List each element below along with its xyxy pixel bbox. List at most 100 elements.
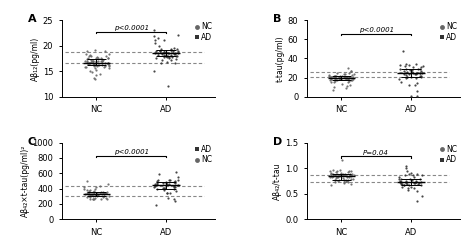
Point: [173, 54, 181, 58]
Point: [341, 172, 349, 176]
Point: [166, 191, 173, 195]
Point: [171, 180, 178, 184]
Point: [166, 181, 173, 185]
Point: [80, 185, 88, 189]
Point: [91, 48, 99, 52]
Point: [97, 190, 104, 194]
Point: [345, 76, 352, 80]
Point: [405, 72, 413, 76]
Point: [344, 179, 351, 183]
Text: C: C: [28, 137, 36, 147]
Point: [84, 192, 92, 196]
Point: [153, 56, 160, 60]
Point: [412, 72, 420, 76]
Point: [102, 196, 110, 200]
Point: [344, 66, 352, 70]
Point: [83, 195, 91, 199]
Point: [100, 191, 108, 195]
Point: [347, 70, 355, 74]
Point: [347, 173, 355, 177]
Point: [164, 51, 172, 55]
Point: [343, 75, 351, 79]
Point: [350, 173, 357, 177]
Text: p<0.0001: p<0.0001: [114, 25, 149, 31]
Point: [410, 186, 418, 190]
Point: [84, 191, 92, 195]
Legend: NC, AD: NC, AD: [439, 22, 458, 43]
Point: [327, 172, 335, 176]
Point: [86, 69, 94, 73]
Point: [90, 63, 97, 67]
Point: [327, 172, 334, 176]
Point: [85, 194, 92, 198]
Point: [164, 54, 172, 58]
Point: [397, 180, 405, 184]
Point: [85, 189, 93, 193]
Point: [331, 74, 339, 78]
Point: [416, 74, 424, 78]
Point: [413, 71, 420, 75]
Point: [93, 64, 101, 68]
Point: [174, 178, 182, 182]
Point: [172, 189, 180, 193]
Point: [170, 197, 178, 201]
Point: [83, 188, 91, 192]
Point: [151, 182, 158, 186]
Point: [395, 175, 403, 179]
Point: [85, 61, 92, 65]
Point: [338, 158, 346, 162]
Y-axis label: Aβ₄₂/t-tau: Aβ₄₂/t-tau: [273, 162, 283, 200]
Point: [97, 72, 104, 76]
Point: [411, 181, 419, 185]
Point: [406, 83, 413, 87]
Point: [417, 75, 425, 79]
Point: [83, 179, 91, 183]
Point: [86, 193, 94, 197]
Point: [151, 184, 158, 188]
Point: [163, 191, 170, 195]
Point: [151, 38, 159, 42]
Point: [412, 179, 419, 183]
Point: [92, 56, 100, 60]
Point: [90, 64, 97, 68]
Point: [341, 180, 348, 184]
Point: [91, 193, 99, 197]
Point: [414, 199, 421, 203]
Point: [405, 188, 412, 192]
Point: [171, 178, 178, 182]
Point: [327, 75, 335, 79]
Point: [402, 164, 410, 168]
Point: [160, 186, 168, 190]
Point: [104, 61, 111, 65]
Point: [343, 76, 350, 80]
Point: [413, 89, 420, 93]
Point: [402, 67, 410, 71]
Point: [418, 180, 425, 184]
Point: [326, 75, 333, 79]
Point: [329, 174, 337, 178]
Point: [154, 178, 162, 182]
Point: [156, 49, 164, 53]
Point: [174, 51, 182, 55]
Point: [82, 52, 90, 56]
Point: [408, 178, 416, 182]
Point: [164, 84, 171, 88]
Point: [89, 193, 96, 197]
Point: [401, 64, 409, 68]
Point: [162, 54, 170, 58]
Point: [165, 51, 173, 55]
Point: [105, 64, 112, 68]
Point: [327, 183, 334, 187]
Point: [340, 72, 348, 76]
Point: [339, 176, 346, 180]
Point: [418, 183, 425, 187]
Point: [406, 63, 413, 67]
Point: [413, 81, 421, 85]
Point: [327, 171, 335, 175]
Point: [402, 166, 410, 170]
Point: [333, 172, 340, 176]
Point: [162, 54, 170, 58]
Point: [95, 62, 102, 67]
Point: [404, 75, 411, 79]
Point: [328, 77, 335, 81]
